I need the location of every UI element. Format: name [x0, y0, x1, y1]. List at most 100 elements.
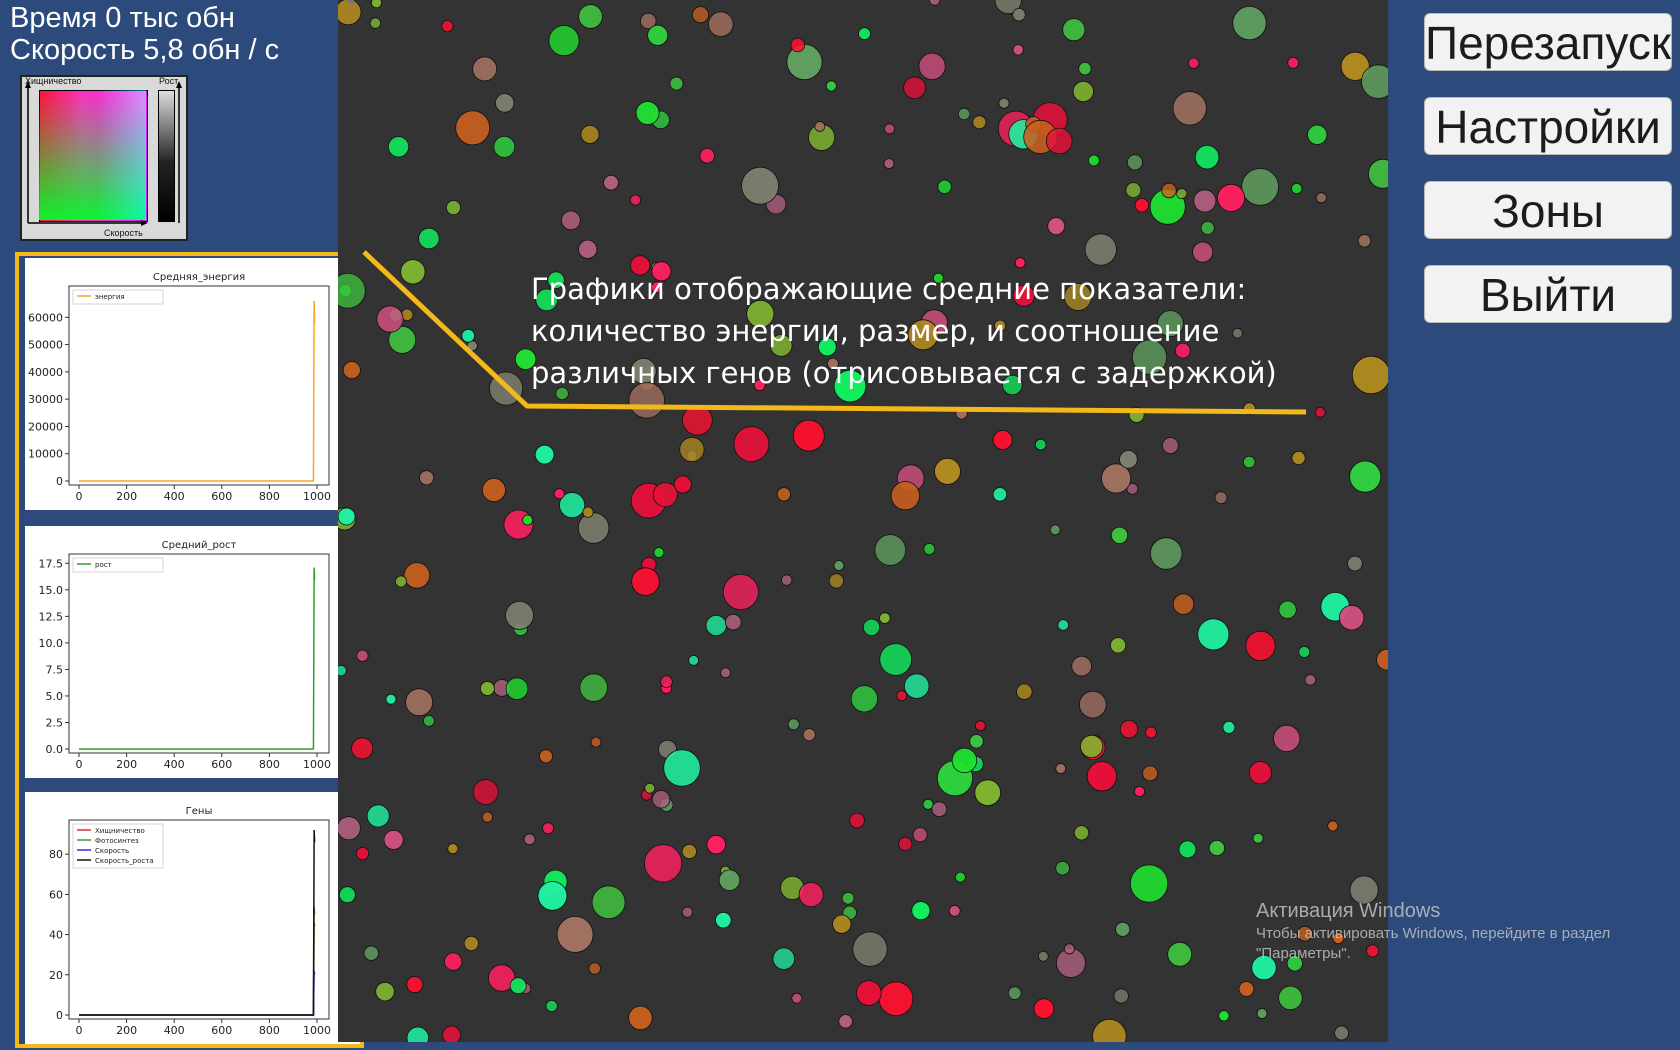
- creature: [479, 681, 495, 696]
- creature: [356, 649, 369, 662]
- creature: [1125, 182, 1142, 199]
- creature: [673, 475, 692, 494]
- plot-area: [68, 553, 330, 754]
- x-tick-label: 0: [76, 490, 83, 503]
- creature: [472, 779, 499, 805]
- creature: [705, 614, 727, 637]
- creature: [493, 135, 516, 158]
- creature: [366, 804, 390, 828]
- creature: [553, 488, 565, 500]
- creature: [505, 677, 529, 700]
- field-corner-marker: [348, 0, 354, 3]
- creature: [509, 977, 527, 995]
- creature: [934, 457, 961, 485]
- creature: [579, 673, 608, 702]
- creature: [681, 906, 693, 918]
- creature: [1161, 182, 1177, 199]
- creature: [720, 667, 732, 679]
- creature: [523, 833, 536, 846]
- creature: [1012, 44, 1024, 56]
- creature: [1109, 637, 1127, 654]
- creature: [423, 715, 435, 727]
- creature: [446, 200, 462, 216]
- creature: [1361, 64, 1388, 99]
- creature: [442, 1025, 461, 1042]
- creature: [419, 470, 435, 486]
- creature: [699, 147, 715, 164]
- creature: [644, 782, 656, 794]
- zones-button[interactable]: Зоны: [1424, 181, 1672, 239]
- creature: [1214, 491, 1228, 505]
- creature: [406, 1026, 429, 1042]
- creature: [1315, 192, 1327, 204]
- creature: [1007, 986, 1022, 1000]
- creature: [542, 822, 555, 835]
- x-tick-label: 400: [164, 490, 185, 503]
- creature: [708, 11, 734, 37]
- creature: [489, 371, 524, 406]
- creature: [338, 886, 356, 904]
- creature: [444, 952, 463, 971]
- creature: [937, 179, 952, 195]
- creature: [651, 790, 671, 809]
- creature: [441, 20, 454, 33]
- creature: [931, 801, 948, 817]
- creature: [792, 419, 825, 452]
- creature: [722, 574, 759, 611]
- creature: [832, 914, 852, 934]
- creature: [969, 734, 984, 749]
- creature: [338, 507, 356, 526]
- y-tick-label: 60: [49, 888, 63, 901]
- creature: [878, 981, 914, 1016]
- creature: [371, 0, 382, 9]
- creature: [577, 512, 610, 544]
- creature: [1176, 188, 1188, 200]
- color-legend: Хищничество Рост Скорость: [20, 75, 188, 241]
- creature: [1338, 605, 1365, 631]
- creature: [791, 992, 803, 1004]
- creature: [481, 477, 506, 502]
- creature: [1115, 921, 1131, 937]
- creature: [841, 891, 855, 905]
- creature: [1055, 763, 1067, 774]
- creature: [582, 506, 594, 518]
- creature: [363, 945, 379, 961]
- creature: [1238, 981, 1255, 997]
- chart-genes: Гены 0 200 400 600 800 1000 0 20 40 60 80 Хищничеств…: [25, 792, 360, 1044]
- creature: [1332, 932, 1345, 945]
- creature: [578, 239, 598, 259]
- creature: [1252, 832, 1264, 844]
- creature: [1101, 463, 1132, 494]
- creature: [660, 675, 673, 688]
- y-tick-label: 30000: [28, 393, 63, 406]
- creature: [647, 24, 669, 46]
- creature: [1297, 925, 1313, 942]
- creature: [975, 720, 986, 732]
- creature: [355, 846, 370, 861]
- settings-button[interactable]: Настройки: [1424, 97, 1672, 155]
- legend-entry: энергия: [95, 293, 125, 301]
- restart-button[interactable]: Перезапуск: [1424, 13, 1672, 71]
- creature: [1049, 524, 1061, 536]
- creature: [1088, 154, 1100, 167]
- creature: [669, 76, 684, 91]
- y-tick-label: 5.0: [46, 690, 64, 703]
- creature: [833, 560, 845, 571]
- y-tick-label: 0: [56, 1009, 63, 1022]
- creature: [974, 779, 1001, 806]
- creature: [628, 1005, 653, 1031]
- plot-area: [68, 819, 330, 1020]
- creature: [1291, 450, 1306, 465]
- creature: [1278, 985, 1303, 1011]
- creature: [1314, 406, 1326, 418]
- creature: [733, 426, 770, 463]
- legend-entry: рост: [95, 561, 112, 569]
- creature: [1055, 860, 1070, 876]
- y-tick-label: 80: [49, 848, 63, 861]
- creature: [862, 618, 881, 636]
- creature: [790, 37, 806, 53]
- creature: [591, 885, 626, 920]
- y-tick-label: 0.0: [46, 743, 64, 756]
- exit-button[interactable]: Выйти: [1424, 265, 1672, 323]
- simulation-field[interactable]: [338, 0, 1388, 1042]
